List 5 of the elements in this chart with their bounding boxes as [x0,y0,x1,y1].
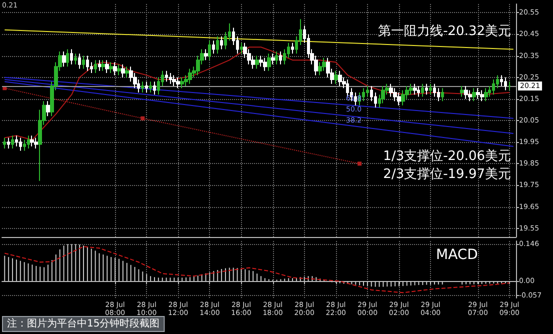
annotation: 1/3支撑位-20.06美元 [383,148,512,164]
text: 注：图片为平台中15分钟时段截图 [7,318,160,330]
annotation: 第一阻力线-20.32美元 [378,23,512,39]
annotation: 2/3支撑位-19.97美元 [383,166,512,182]
annotation: MACD [436,247,478,263]
